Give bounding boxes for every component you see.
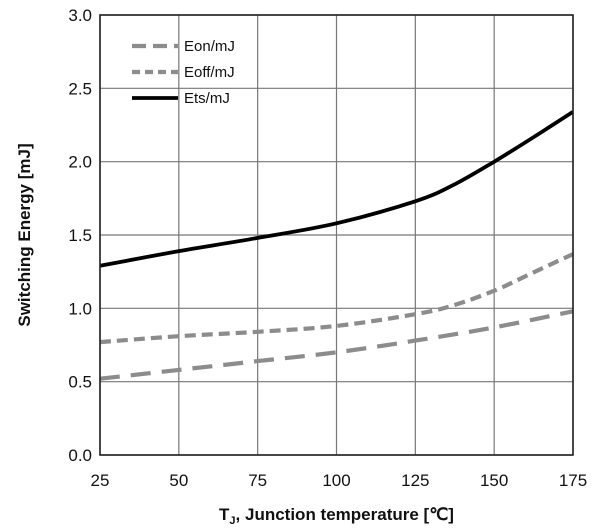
x-tick-label: 125: [401, 471, 429, 490]
x-tick-label: 175: [559, 471, 587, 490]
tick-labels: 25 50 75 100 125 150 175 0.0 0.5 1.0 1.5 2.0 2.5 3.0: [68, 6, 587, 490]
y-tick-label: 0.0: [68, 446, 92, 465]
x-axis-title: TJ, Junction temperature [℃]: [219, 505, 454, 527]
x-tick-label: 50: [169, 471, 188, 490]
legend: Eon/mJ Eoff/mJ Ets/mJ: [132, 38, 235, 107]
legend-label-ets-mj: Ets/mJ: [184, 90, 230, 107]
x-axis-title-symbol: T: [219, 505, 230, 524]
y-tick-label: 3.0: [68, 6, 92, 25]
x-tick-label: 150: [480, 471, 508, 490]
x-axis-title-subscript: J: [229, 515, 235, 527]
series-line-ets-mj: [99, 110, 575, 268]
plot-frame: [99, 14, 574, 456]
y-tick-label: 2.5: [68, 79, 92, 98]
y-tick-label: 1.0: [68, 299, 92, 318]
series-line-eoff-mj: [99, 252, 574, 345]
legend-label-eon-mj: Eon/mJ: [184, 38, 235, 55]
y-tick-label: 0.5: [68, 373, 92, 392]
series-layer: [99, 110, 575, 381]
y-tick-label: 2.0: [68, 153, 92, 172]
x-tick-label: 100: [322, 471, 350, 490]
y-axis-title: Switching Energy [mJ]: [15, 143, 34, 326]
y-tick-label: 1.5: [68, 226, 92, 245]
x-tick-label: 25: [91, 471, 110, 490]
x-axis-title-text: , Junction temperature [℃]: [236, 505, 454, 524]
legend-label-eoff-mj: Eoff/mJ: [184, 64, 235, 81]
x-tick-label: 75: [248, 471, 267, 490]
series-line-eon-mj: [99, 309, 574, 381]
